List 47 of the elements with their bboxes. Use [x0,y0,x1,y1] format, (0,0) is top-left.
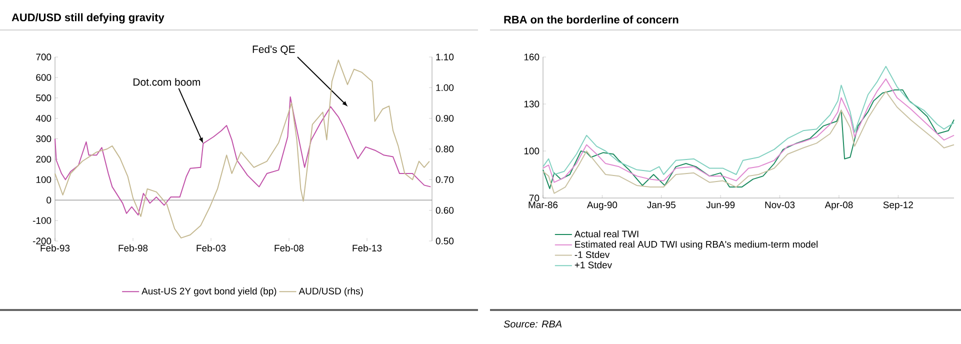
y-tick-label: 100 [524,148,540,154]
legend-label: -1 Stdev [574,251,610,258]
x-tick-label: Sep-12 [883,202,913,210]
x-tick-label: Nov-03 [765,202,795,208]
x-tick-label: Feb-03 [196,244,226,252]
x-tick-label: Jan-95 [647,202,676,208]
y-tick-label: 160 [524,54,540,60]
annotation: Dot.com boom [134,78,200,86]
legend-label: Actual real TWI [574,230,638,238]
y2-tick-label: 1.10 [436,54,454,60]
x-tick-label: Aug-90 [586,202,618,210]
y-tick-label: 700 [36,54,52,60]
y2-tick-label: 1.00 [436,84,454,92]
legend-label: AUD/USD (rhs) [298,288,363,296]
x-tick-label: Feb-13 [352,244,382,252]
legend-label: +1 Stdev [574,261,612,268]
y-tick-label: 500 [36,94,52,102]
y2-tick-label: 0.50 [436,238,454,244]
y-tick-label: 400 [36,114,52,122]
x-tick-label: Feb-98 [118,244,148,252]
y-tick-label: 100 [36,176,52,184]
y2-tick-label: 0.90 [436,114,454,122]
line-series [54,60,430,238]
x-tick-label: Mar-86 [528,202,558,208]
source-note: Source: RBA [504,320,562,328]
y-tick-label: 130 [524,100,540,108]
text: Fed's QE [252,45,295,55]
y-tick-label: 300 [36,135,52,142]
x-tick-label: Feb-08 [274,244,304,252]
y2-tick-label: 0.70 [436,176,454,184]
chart-title: AUD/USD still defying gravity [12,13,164,24]
y2-tick-label: 0.80 [436,146,454,152]
y-tick-label: -100 [32,217,52,224]
y-tick-label: 200 [36,156,52,163]
x-tick-label: Apr-08 [824,202,853,210]
x-tick-label: Feb-93 [40,244,70,252]
y2-tick-label: 0.60 [436,206,454,214]
legend-label: Estimated real AUD TWI using RBA's medium-term model [575,240,818,250]
y-tick-label: -200 [32,238,52,244]
y-tick-label: 600 [36,74,52,81]
chart-title: RBA on the borderline of concern [504,15,678,24]
legend-label: Aust-US 2Y govt bond yield (bp) [142,288,276,296]
line-series [542,66,955,175]
line-series [54,96,432,216]
y-tick-label: 70 [529,194,540,202]
y-tick-label: 0 [46,196,52,204]
x-tick-label: Jun-99 [706,202,735,208]
